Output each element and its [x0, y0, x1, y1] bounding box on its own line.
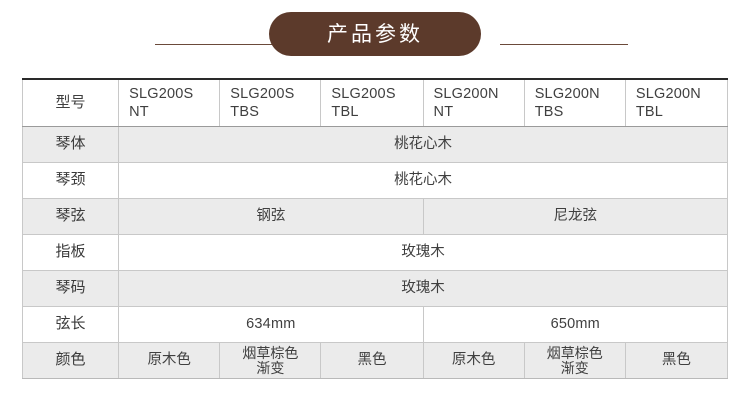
- header-model-6: SLG200N TBL: [624, 78, 729, 127]
- banner-pill: 产品参数: [269, 12, 481, 56]
- table-row: 琴弦 钢弦 尼龙弦: [21, 198, 729, 235]
- banner-rule-left: [155, 44, 288, 45]
- row-value-color-5: 烟草棕色 渐变: [523, 342, 626, 379]
- model-4-line1: SLG200N: [433, 85, 499, 102]
- row-label-fingerboard: 指板: [21, 234, 120, 271]
- banner-rule-right: [500, 44, 628, 45]
- model-5-line2: TBS: [534, 104, 564, 120]
- model-1-line2: NT: [129, 104, 149, 120]
- spec-table-head: 型号 SLG200S NT SLG200S TBS SLG200S TBL SL…: [21, 78, 729, 127]
- row-value-fingerboard: 玫瑰木: [118, 234, 728, 271]
- header-model-5: SLG200N TBS: [523, 78, 626, 127]
- table-row: 琴码 玫瑰木: [21, 270, 728, 307]
- row-value-color-4: 原木色: [422, 342, 525, 379]
- model-6-line1: SLG200N: [635, 85, 701, 102]
- table-row: 琴体 桃花心木: [21, 126, 728, 163]
- row-value-color-1: 原木色: [118, 342, 221, 379]
- model-2-line2: TBS: [230, 104, 260, 120]
- row-value-scale-634: 634mm: [118, 306, 424, 343]
- row-value-scale-650: 650mm: [422, 306, 729, 343]
- table-row: 指板 玫瑰木: [21, 234, 728, 271]
- spec-table-wrapper: 型号 SLG200S NT SLG200S TBS SLG200S TBL SL…: [21, 78, 729, 379]
- model-1-line1: SLG200S: [129, 85, 194, 102]
- row-value-color-6: 黑色: [624, 342, 729, 379]
- row-value-body: 桃花心木: [118, 126, 728, 163]
- row-label-color: 颜色: [21, 342, 120, 379]
- row-label-neck: 琴颈: [21, 162, 120, 199]
- page-title: 产品参数: [327, 22, 423, 46]
- row-label-bridge: 琴码: [21, 270, 120, 307]
- header-model-4: SLG200N NT: [422, 78, 525, 127]
- spec-table-body: 琴体 桃花心木 琴颈 桃花心木 琴弦 钢弦 尼龙弦 指板 玫瑰木 琴码 玫瑰木: [21, 126, 729, 379]
- color-5-line2: 渐变: [560, 359, 589, 376]
- table-row: 琴颈 桃花心木: [21, 162, 728, 199]
- model-5-line1: SLG200N: [534, 85, 600, 102]
- model-3-line2: TBL: [331, 104, 359, 120]
- color-5-line1: 烟草棕色: [546, 344, 603, 361]
- row-value-color-3: 黑色: [320, 342, 424, 379]
- row-value-strings-nylon: 尼龙弦: [422, 198, 729, 235]
- header-model-label: 型号: [21, 78, 120, 127]
- row-value-strings-steel: 钢弦: [118, 198, 424, 235]
- color-2-line1: 烟草棕色: [242, 344, 299, 361]
- row-label-body: 琴体: [21, 126, 120, 163]
- model-4-line2: NT: [433, 104, 454, 120]
- row-value-neck: 桃花心木: [118, 162, 728, 199]
- table-header-row: 型号 SLG200S NT SLG200S TBS SLG200S TBL SL…: [21, 78, 729, 127]
- spec-table: 型号 SLG200S NT SLG200S TBS SLG200S TBL SL…: [21, 78, 729, 379]
- model-6-line2: TBL: [635, 104, 664, 120]
- header-model-1: SLG200S NT: [118, 78, 221, 127]
- model-2-line1: SLG200S: [230, 85, 295, 102]
- header-model-3: SLG200S TBL: [320, 78, 424, 127]
- color-2-line2: 渐变: [256, 359, 285, 376]
- row-label-scale-length: 弦长: [21, 306, 120, 343]
- row-label-strings: 琴弦: [21, 198, 120, 235]
- row-value-bridge: 玫瑰木: [118, 270, 728, 307]
- section-banner: 产品参数: [0, 0, 750, 68]
- header-model-2: SLG200S TBS: [219, 78, 322, 127]
- model-3-line1: SLG200S: [331, 85, 396, 102]
- table-row: 颜色 原木色 烟草棕色 渐变 黑色 原木色 烟草棕色 渐变 黑色: [21, 342, 729, 379]
- table-row: 弦长 634mm 650mm: [21, 306, 729, 343]
- row-value-color-2: 烟草棕色 渐变: [219, 342, 322, 379]
